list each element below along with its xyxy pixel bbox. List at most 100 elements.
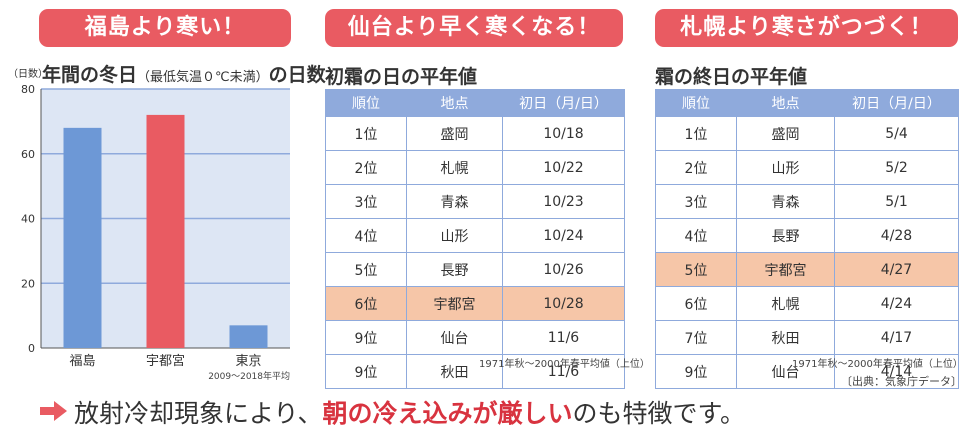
last-frost-table: 順位 地点 初日（月/日） 1位 盛岡 5/4 2位 山形 5/2 3位 青森 5/1 4位 長野 4…	[655, 89, 959, 389]
cell-date: 10/23	[502, 184, 625, 219]
cell-date: 10/18	[502, 116, 625, 151]
cell-place: 仙台	[406, 320, 503, 355]
cell-date: 10/22	[502, 150, 625, 185]
cell-date: 4/28	[834, 218, 959, 253]
chart-title: 年間の冬日（最低気温０℃未満）の日数	[42, 60, 326, 87]
statement-pre: 放射冷却現象により、	[74, 399, 323, 428]
table-row: 4位 長野 4/28	[655, 218, 959, 253]
cell-date: 4/24	[834, 286, 959, 321]
bar-0	[63, 127, 102, 348]
table-row: 3位 青森 10/23	[325, 184, 625, 219]
table-row: 7位 秋田 4/17	[655, 320, 959, 355]
cell-place: 秋田	[736, 320, 835, 355]
cell-rank: 1位	[325, 116, 407, 151]
cell-date: 5/1	[834, 184, 959, 219]
cell-rank: 1位	[655, 116, 737, 151]
bar-1	[146, 114, 185, 349]
right-arrow-icon	[40, 401, 67, 421]
table-row: 5位 長野 10/26	[325, 252, 625, 287]
cell-rank: 9位	[325, 354, 407, 389]
table-row: 2位 札幌 10/22	[325, 150, 625, 185]
cell-place: 宇都宮	[406, 286, 503, 321]
cell-place: 宇都宮	[736, 252, 835, 287]
cell-rank: 3位	[655, 184, 737, 219]
statement-emphasis: 朝の冷え込みが厳しい	[322, 399, 573, 428]
cell-date: 10/24	[502, 218, 625, 253]
header-rank: 順位	[325, 89, 407, 117]
cell-date: 4/27	[834, 252, 959, 287]
banner-sapporo: 札幌より寒さがつづく！	[655, 9, 958, 47]
cell-rank: 6位	[655, 286, 737, 321]
cell-place: 札幌	[406, 150, 503, 185]
y-tick-label: 80	[21, 83, 35, 96]
y-tick-label: 40	[21, 213, 35, 226]
first-frost-table: 順位 地点 初日（月/日） 1位 盛岡 10/18 2位 札幌 10/22 3位 青森 10/2…	[325, 89, 625, 389]
banner-sendai: 仙台より早く寒くなる！	[325, 9, 623, 47]
header-date: 初日（月/日）	[834, 89, 959, 117]
table-row: 1位 盛岡 5/4	[655, 116, 959, 151]
first-frost-title: 初霜の日の平年値	[325, 66, 478, 88]
cell-rank: 9位	[655, 354, 737, 389]
cell-rank: 6位	[325, 286, 407, 321]
chart-title-main-b: の日数	[268, 64, 326, 86]
table-row: 9位 仙台 11/6	[325, 320, 625, 355]
cell-date: 5/2	[834, 150, 959, 185]
cell-place: 盛岡	[406, 116, 503, 151]
cell-date: 11/6	[502, 320, 625, 355]
cell-place: 山形	[406, 218, 503, 253]
table-row: 5位 宇都宮 4/27	[655, 252, 959, 287]
header-rank: 順位	[655, 89, 737, 117]
banner-fukushima: 福島より寒い！	[39, 9, 291, 47]
bar-2	[229, 325, 268, 348]
cell-date: 4/17	[834, 320, 959, 355]
statement-post: のも特徴です。	[572, 399, 746, 428]
cell-place: 盛岡	[736, 116, 835, 151]
cell-rank: 3位	[325, 184, 407, 219]
cell-rank: 7位	[655, 320, 737, 355]
y-axis-label: （日数）	[8, 67, 48, 80]
header-date: 初日（月/日）	[502, 89, 625, 117]
cell-place: 長野	[736, 218, 835, 253]
x-tick-label: 宇都宮	[146, 353, 185, 369]
last-frost-title: 霜の終日の平年値	[655, 66, 808, 88]
table-row: 9位 仙台 4/14	[655, 354, 959, 389]
table-row: 1位 盛岡 10/18	[325, 116, 625, 151]
cell-date: 11/6	[502, 354, 625, 389]
cell-place: 秋田	[406, 354, 503, 389]
table-row: 6位 札幌 4/24	[655, 286, 959, 321]
table-header-row: 順位 地点 初日（月/日）	[325, 89, 625, 117]
cell-place: 青森	[736, 184, 835, 219]
cell-date: 10/26	[502, 252, 625, 287]
x-tick-label: 福島	[69, 354, 95, 369]
cell-place: 青森	[406, 184, 503, 219]
header-place: 地点	[406, 89, 503, 117]
cell-date: 5/4	[834, 116, 959, 151]
y-tick-label: 0	[28, 342, 35, 355]
first-frost-note: 1971年秋〜2000年春平均値（上位）	[479, 359, 650, 370]
x-tick-label: 東京	[235, 353, 261, 369]
cell-rank: 5位	[655, 252, 737, 287]
table-header-row: 順位 地点 初日（月/日）	[655, 89, 959, 117]
table-row: 3位 青森 5/1	[655, 184, 959, 219]
last-frost-note: 1971年秋〜2000年春平均値（上位）	[792, 359, 963, 370]
table-row: 6位 宇都宮 10/28	[325, 286, 625, 321]
cell-rank: 2位	[325, 150, 407, 185]
bottom-statement: 放射冷却現象により、朝の冷え込みが厳しいのも特徴です。	[74, 394, 745, 430]
cell-rank: 4位	[325, 218, 407, 253]
cell-rank: 9位	[325, 320, 407, 355]
chart-title-main-a: 年間の冬日	[42, 64, 138, 86]
chart-note: 2009〜2018年平均	[208, 370, 290, 382]
table-row: 4位 山形 10/24	[325, 218, 625, 253]
cell-date: 4/14	[834, 354, 959, 389]
y-tick-label: 20	[21, 277, 35, 290]
chart-title-paren: （最低気温０℃未満）	[137, 70, 269, 85]
cell-place: 札幌	[736, 286, 835, 321]
cell-rank: 5位	[325, 252, 407, 287]
cell-place: 仙台	[736, 354, 835, 389]
cell-place: 山形	[736, 150, 835, 185]
table-row: 2位 山形 5/2	[655, 150, 959, 185]
header-place: 地点	[736, 89, 835, 117]
cell-place: 長野	[406, 252, 503, 287]
table-row: 9位 秋田 11/6	[325, 354, 625, 389]
